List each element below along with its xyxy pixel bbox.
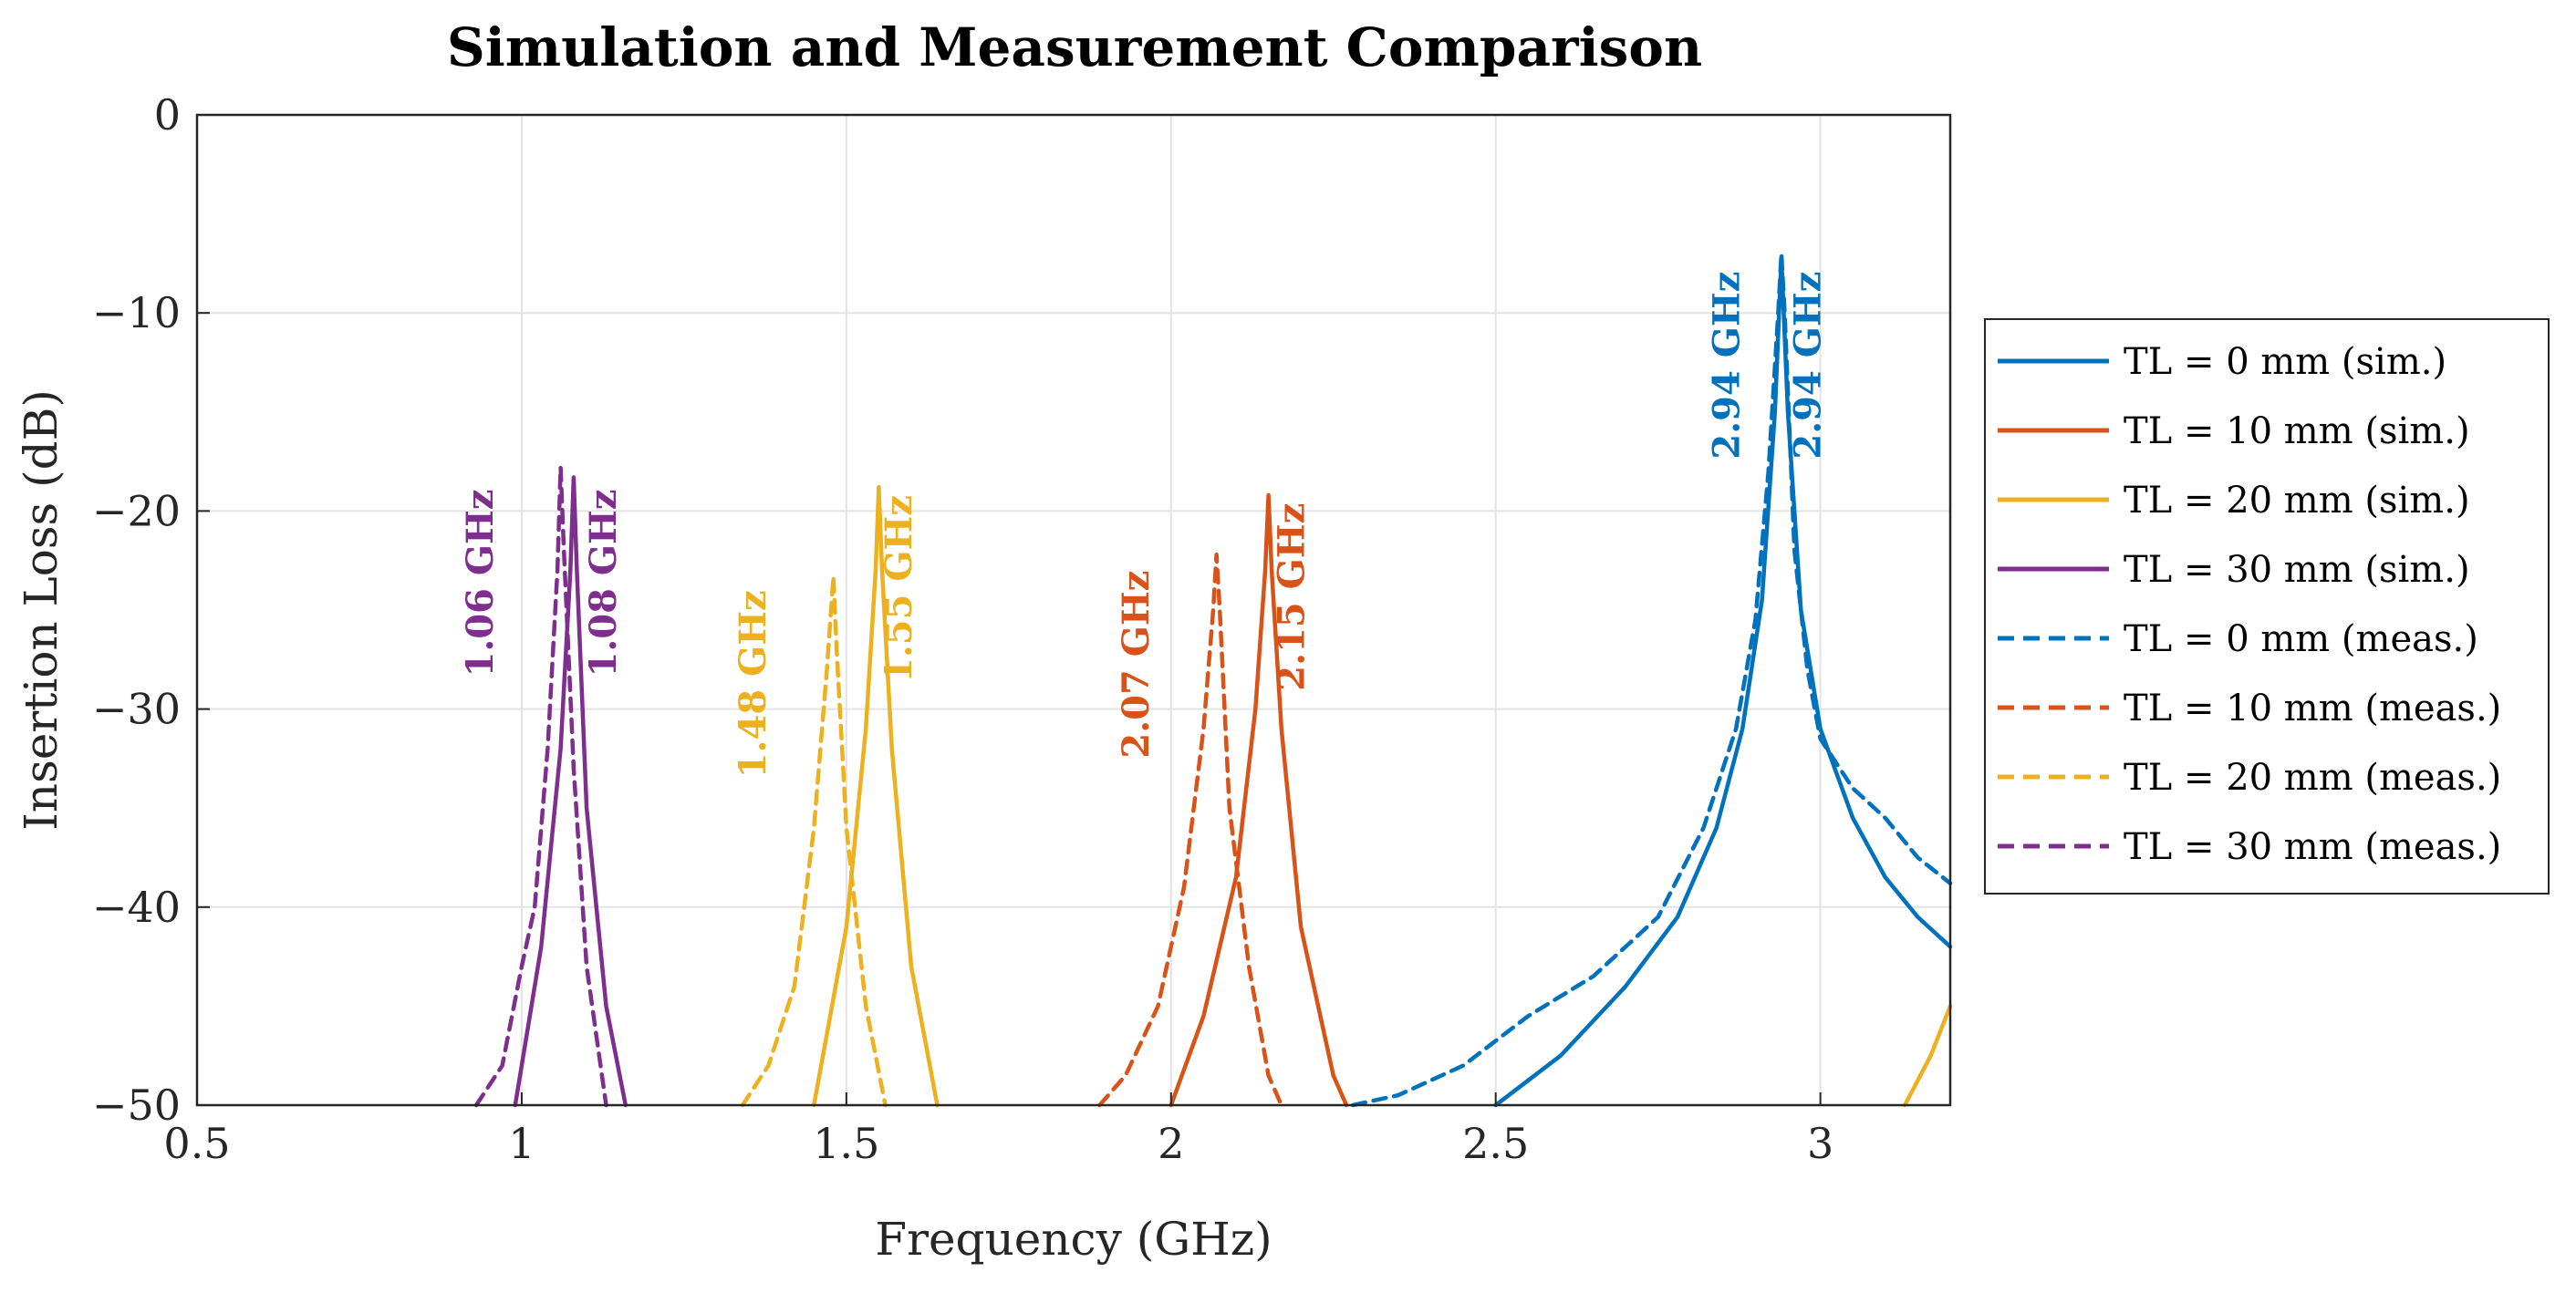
legend-label: TL = 30 mm (meas.) — [2124, 826, 2501, 868]
axis-ticks: 0.5 1 1.5 2 2.5 3 0 −10 −20 −30 −40 −50 — [92, 90, 1833, 1168]
series-line — [812, 485, 940, 1108]
chart-title: Simulation and Measurement Comparison — [447, 16, 1702, 78]
annotations: 1.06 GHz 1.08 GHz 1.48 GHz 1.55 GHz 2.07 GHz… — [459, 272, 1830, 779]
legend-label: TL = 0 mm (sim.) — [2124, 341, 2446, 383]
y-tick-label: 0 — [154, 90, 181, 140]
plot-frame — [195, 113, 1952, 1107]
legend: TL = 0 mm (sim.) TL = 10 mm (sim.) TL = 20… — [1984, 318, 2550, 895]
series-3 — [513, 475, 628, 1108]
series-2 — [812, 485, 1953, 1108]
series-line — [1169, 492, 1349, 1108]
x-tick-label: 2.5 — [1462, 1119, 1529, 1168]
legend-label: TL = 0 mm (meas.) — [2124, 618, 2478, 660]
legend-label: TL = 20 mm (meas.) — [2124, 757, 2501, 799]
peak-annotation: 1.06 GHz — [459, 490, 502, 678]
plot-area: 1.06 GHz 1.08 GHz 1.48 GHz 1.55 GHz 2.07 GHz… — [92, 90, 1953, 1168]
peak-annotation: 1.48 GHz — [732, 590, 774, 778]
series-line — [473, 465, 608, 1108]
y-tick-label: −10 — [92, 288, 181, 337]
y-tick-label: −30 — [92, 685, 181, 734]
series-line — [1902, 1004, 1953, 1108]
y-tick-label: −50 — [92, 1081, 181, 1130]
x-tick-label: 2 — [1158, 1119, 1184, 1168]
series-1 — [1169, 492, 1349, 1108]
peak-annotation: 1.55 GHz — [878, 495, 920, 683]
series-group — [473, 251, 1953, 1108]
series-line — [513, 475, 628, 1108]
peak-annotation: 2.15 GHz — [1271, 503, 1314, 691]
x-tick-label: 1.5 — [813, 1119, 879, 1168]
series-7 — [473, 465, 608, 1108]
legend-items: TL = 0 mm (sim.) TL = 10 mm (sim.) TL = 20… — [1998, 341, 2501, 868]
peak-annotation: 1.08 GHz — [582, 490, 625, 678]
x-axis-label: Frequency (GHz) — [875, 1213, 1272, 1266]
x-tick-label: 1 — [508, 1119, 535, 1168]
peak-annotation: 2.94 GHz — [1706, 272, 1749, 460]
series-line — [740, 574, 888, 1108]
legend-label: TL = 10 mm (sim.) — [2124, 410, 2470, 452]
x-tick-label: 0.5 — [163, 1119, 230, 1168]
legend-label: TL = 10 mm (meas.) — [2124, 688, 2501, 729]
x-tick-label: 3 — [1807, 1119, 1833, 1168]
grid — [197, 115, 1950, 1105]
legend-label: TL = 20 mm (sim.) — [2124, 480, 2470, 522]
y-tick-label: −20 — [92, 486, 181, 535]
series-line — [1097, 552, 1284, 1108]
series-line — [1350, 251, 1953, 1108]
series-5 — [1097, 552, 1284, 1108]
peak-annotation: 2.94 GHz — [1787, 272, 1830, 460]
series-4 — [1350, 251, 1953, 1108]
peak-annotation: 2.07 GHz — [1115, 571, 1158, 759]
series-6 — [740, 574, 888, 1108]
y-tick-label: −40 — [92, 883, 181, 932]
legend-box — [1984, 318, 2550, 895]
y-axis-label: Insertion Loss (dB) — [15, 389, 68, 831]
legend-label: TL = 30 mm (sim.) — [2124, 549, 2470, 591]
